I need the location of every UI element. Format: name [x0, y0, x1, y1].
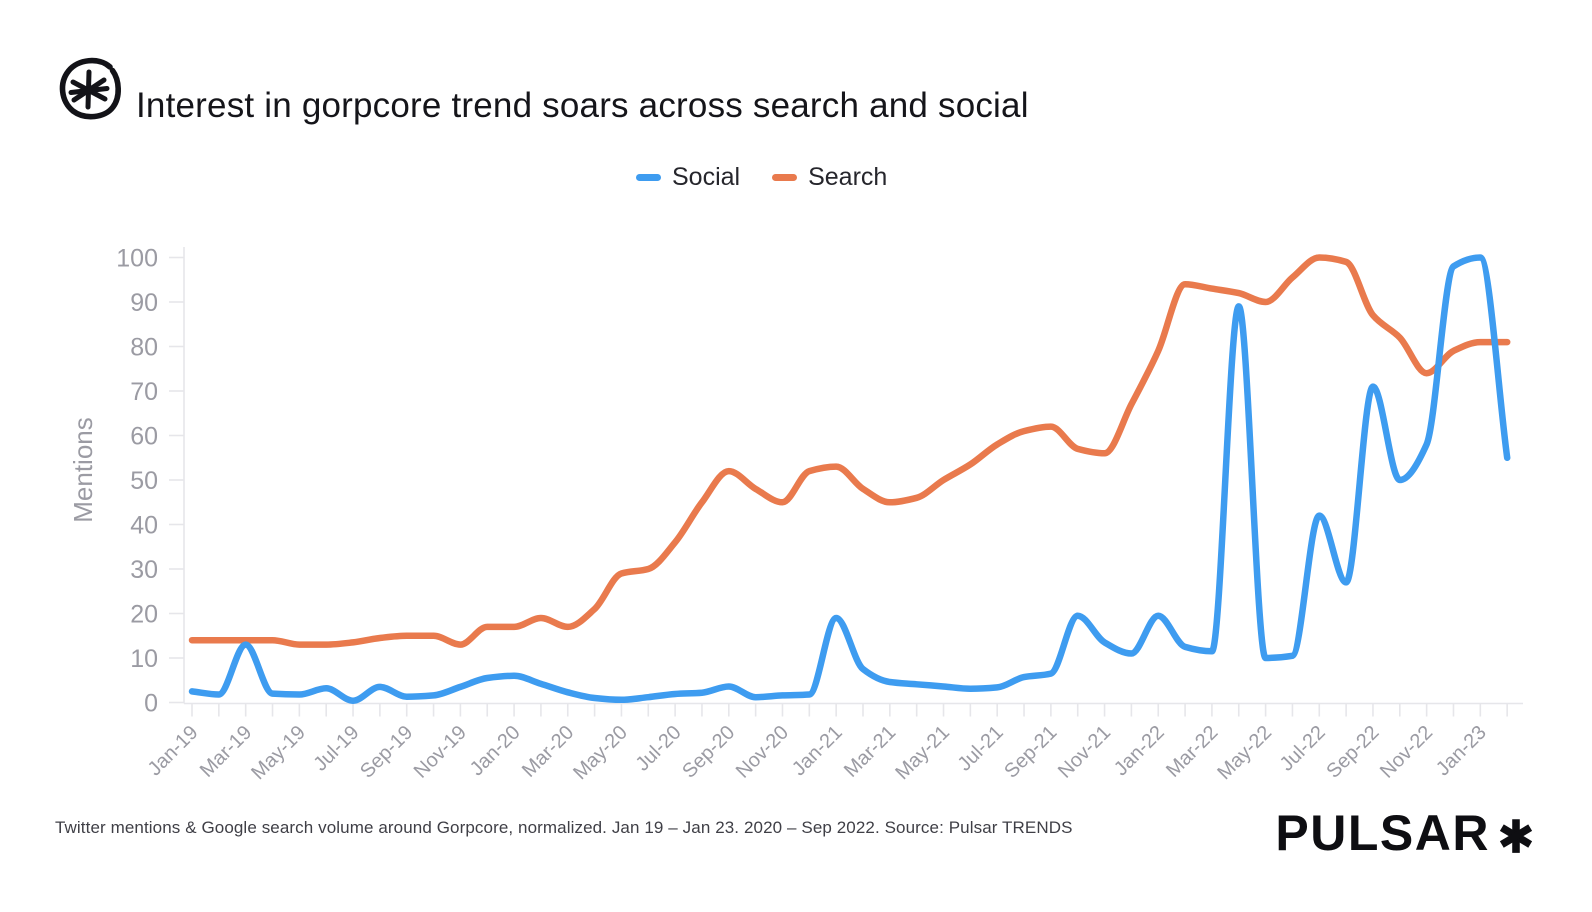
search-line [188, 254, 1511, 648]
y-tick-label: 40 [130, 512, 158, 540]
pulsar-wordmark-text: PULSAR [1275, 805, 1490, 861]
x-tick-label: Sep-20 [678, 721, 739, 782]
social-series-swatch [636, 174, 661, 181]
x-tick-label: May-19 [247, 721, 310, 784]
x-tick-label: Nov-19 [410, 721, 471, 782]
y-tick-label: 60 [130, 423, 158, 451]
pulsar-trends-logo [55, 53, 123, 121]
x-tick-label: Mar-20 [518, 721, 578, 781]
x-tick-label: Mar-22 [1162, 721, 1222, 781]
x-tick-label: Jan-19 [144, 721, 203, 780]
legend-label-search: Search [808, 163, 888, 191]
legend-item-search: Search [772, 163, 887, 192]
y-axis-ticks: 0 10 20 30 40 50 60 70 80 90 100 [116, 245, 184, 718]
x-tick-label: May-22 [1213, 721, 1276, 784]
x-tick-label: Mar-21 [840, 721, 900, 781]
x-tick-label: Jan-23 [1432, 721, 1491, 780]
social-line [188, 254, 1511, 704]
y-tick-label: 90 [130, 289, 158, 317]
x-tick-label: Jan-22 [1110, 721, 1169, 780]
x-tick-label: Sep-19 [356, 721, 417, 782]
x-tick-label: Jan-21 [788, 721, 847, 780]
asterisk-circle-icon [59, 57, 121, 120]
y-tick-label: 100 [116, 245, 158, 273]
x-tick-label: Nov-21 [1054, 721, 1115, 782]
y-tick-label: 50 [130, 467, 158, 495]
legend-item-social: Social [636, 163, 740, 192]
x-tick-label: Jan-20 [466, 721, 525, 780]
y-tick-label: 10 [130, 645, 158, 673]
x-tick-label: Nov-22 [1376, 721, 1437, 782]
y-tick-label: 0 [144, 690, 158, 718]
page-title: Interest in gorpcore trend soars across … [136, 86, 1029, 126]
search-series-swatch [772, 174, 798, 181]
x-tick-label: May-20 [569, 721, 632, 784]
chart-footnote: Twitter mentions & Google search volume … [55, 818, 1073, 837]
y-tick-label: 70 [130, 378, 158, 406]
x-tick-label: Nov-20 [732, 721, 793, 782]
y-tick-label: 80 [130, 334, 158, 362]
y-axis-title: Mentions [68, 417, 98, 523]
pulsar-asterisk-icon [1499, 819, 1533, 853]
legend-label-social: Social [672, 163, 741, 191]
chart-legend: Social Search [636, 163, 887, 192]
x-tick-label: May-21 [891, 721, 954, 784]
y-tick-label: 30 [130, 556, 158, 584]
y-tick-label: 20 [130, 601, 158, 629]
x-tick-label: Sep-21 [1000, 721, 1061, 782]
pulsar-wordmark: PULSAR [1275, 804, 1537, 862]
x-tick-label: Mar-19 [196, 721, 256, 781]
x-tick-label: Sep-22 [1322, 721, 1383, 782]
